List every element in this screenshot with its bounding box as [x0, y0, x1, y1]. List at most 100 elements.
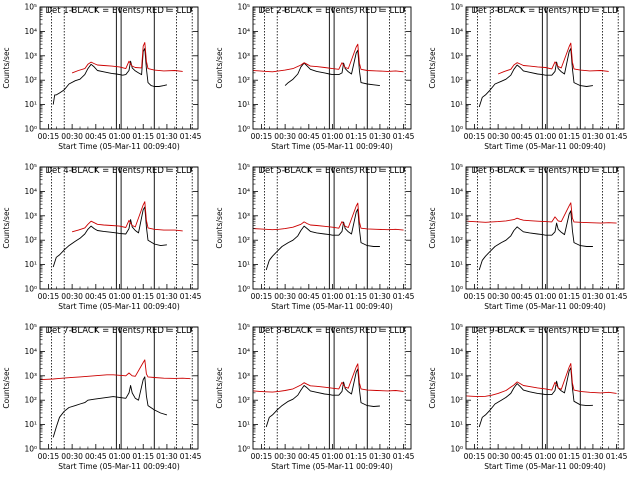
- x-tick-label: 01:15: [558, 292, 580, 301]
- y-axis-title: Counts/sec: [2, 47, 11, 88]
- x-tick-label: 01:30: [156, 292, 178, 301]
- x-tick-label: 01:00: [322, 452, 344, 461]
- x-tick-label: 01:15: [132, 292, 154, 301]
- y-tick-label: 10²: [237, 76, 250, 85]
- x-tick-label: 01:00: [535, 292, 557, 301]
- x-tick-label: 01:45: [393, 452, 415, 461]
- x-tick-label: 00:45: [85, 452, 107, 461]
- detector-panel-1: 10⁰ 10¹ 10² 10³ 10⁴ 10⁵ 00:15 00:30 00:45 01:00 01…: [0, 0, 213, 160]
- x-tick-label: 00:15: [464, 292, 486, 301]
- plot-frame: [39, 166, 199, 290]
- events-series-line: [265, 368, 380, 428]
- events-series-line: [52, 206, 167, 268]
- x-tick-label: 00:30: [61, 292, 83, 301]
- y-tick-label: 10¹: [450, 100, 463, 109]
- x-axis-title: Start Time (05-Mar-11 00:09:40): [271, 142, 393, 151]
- y-axis-title: Counts/sec: [215, 367, 224, 408]
- y-tick-label: 10¹: [237, 420, 250, 429]
- y-tick-label: 10⁵: [237, 3, 250, 12]
- y-tick-label: 10²: [450, 236, 463, 245]
- x-tick-label: 01:30: [369, 292, 391, 301]
- y-tick-label: 10⁴: [237, 187, 250, 196]
- panel-title: Det 7-BLACK = Events, RED = LLD: [46, 326, 193, 336]
- x-tick-label: 01:45: [606, 132, 628, 141]
- x-tick-label: 00:15: [38, 292, 60, 301]
- plot-frame: [252, 6, 412, 130]
- y-tick-label: 10⁰: [450, 285, 463, 294]
- detector-panel-8: 10⁰ 10¹ 10² 10³ 10⁴ 10⁵ 00:15 00:30 00:45 01:00 01…: [213, 320, 426, 480]
- x-tick-label: 01:00: [109, 452, 131, 461]
- y-tick-label: 10²: [237, 236, 250, 245]
- panel-title: Det 2-BLACK = Events, RED = LLD: [259, 6, 406, 16]
- plot-frame: [252, 166, 412, 290]
- x-tick-label: 00:30: [274, 452, 296, 461]
- y-tick-label: 10⁴: [450, 187, 463, 196]
- x-tick-label: 01:15: [132, 452, 154, 461]
- x-tick-label: 00:15: [38, 132, 60, 141]
- y-tick-label: 10⁵: [237, 163, 250, 172]
- y-axis-title: Counts/sec: [428, 207, 437, 248]
- x-tick-label: 01:30: [156, 132, 178, 141]
- y-tick-label: 10³: [237, 211, 250, 220]
- x-tick-label: 00:30: [274, 132, 296, 141]
- x-tick-label: 01:45: [393, 132, 415, 141]
- x-tick-label: 00:45: [298, 132, 320, 141]
- plot-frame: [465, 6, 625, 130]
- y-tick-label: 10¹: [450, 420, 463, 429]
- x-axis-title: Start Time (05-Mar-11 00:09:40): [271, 462, 393, 471]
- lld-series-line: [71, 201, 183, 233]
- plot-frame: [252, 326, 412, 450]
- y-tick-label: 10⁰: [450, 445, 463, 454]
- y-tick-label: 10⁴: [450, 347, 463, 356]
- y-tick-label: 10⁴: [450, 27, 463, 36]
- x-tick-label: 01:15: [132, 132, 154, 141]
- x-axis-title: Start Time (05-Mar-11 00:09:40): [58, 302, 180, 311]
- x-tick-label: 01:15: [345, 452, 367, 461]
- y-tick-label: 10⁰: [24, 445, 37, 454]
- events-series-line: [478, 367, 593, 428]
- panel-title: Det 1-BLACK = Events, RED = LLD: [46, 6, 193, 16]
- y-tick-label: 10³: [450, 371, 463, 380]
- events-series-line: [478, 210, 593, 271]
- lld-series-line: [40, 359, 191, 381]
- x-axis-title: Start Time (05-Mar-11 00:09:40): [58, 142, 180, 151]
- x-tick-label: 01:15: [558, 132, 580, 141]
- y-tick-label: 10⁵: [450, 3, 463, 12]
- x-tick-label: 01:15: [345, 292, 367, 301]
- x-tick-label: 00:30: [274, 292, 296, 301]
- y-axis-title: Counts/sec: [428, 47, 437, 88]
- lld-series-line: [497, 42, 609, 75]
- x-tick-label: 01:45: [180, 292, 202, 301]
- y-tick-label: 10¹: [24, 420, 37, 429]
- x-tick-label: 01:45: [180, 132, 202, 141]
- y-axis-title: Counts/sec: [428, 367, 437, 408]
- x-tick-label: 01:00: [109, 292, 131, 301]
- x-tick-label: 01:15: [558, 452, 580, 461]
- panel-title: Det 9-BLACK = Events, RED = LLD: [472, 326, 619, 336]
- y-tick-label: 10⁵: [24, 163, 37, 172]
- panel-title: Det 3-BLACK = Events, RED = LLD: [472, 6, 619, 16]
- y-tick-label: 10³: [450, 211, 463, 220]
- y-tick-label: 10⁰: [237, 125, 250, 134]
- y-tick-label: 10²: [237, 396, 250, 405]
- x-tick-label: 01:45: [606, 452, 628, 461]
- x-axis-title: Start Time (05-Mar-11 00:09:40): [484, 302, 606, 311]
- x-tick-label: 00:15: [251, 132, 273, 141]
- x-tick-label: 00:15: [464, 452, 486, 461]
- x-tick-label: 01:45: [393, 292, 415, 301]
- lld-series-line: [253, 202, 404, 231]
- x-tick-label: 00:30: [487, 132, 509, 141]
- x-tick-label: 00:45: [298, 292, 320, 301]
- y-tick-label: 10⁰: [24, 125, 37, 134]
- x-tick-label: 00:30: [61, 132, 83, 141]
- y-axis-title: Counts/sec: [2, 367, 11, 408]
- x-tick-label: 01:00: [109, 132, 131, 141]
- lld-series-line: [253, 363, 404, 393]
- y-tick-label: 10²: [450, 76, 463, 85]
- detector-panel-2: 10⁰ 10¹ 10² 10³ 10⁴ 10⁵ 00:15 00:30 00:45 01:00 01…: [213, 0, 426, 160]
- detector-panel-4: 10⁰ 10¹ 10² 10³ 10⁴ 10⁵ 00:15 00:30 00:45 01:00 01…: [0, 160, 213, 320]
- x-tick-label: 01:00: [322, 132, 344, 141]
- x-tick-label: 00:30: [487, 452, 509, 461]
